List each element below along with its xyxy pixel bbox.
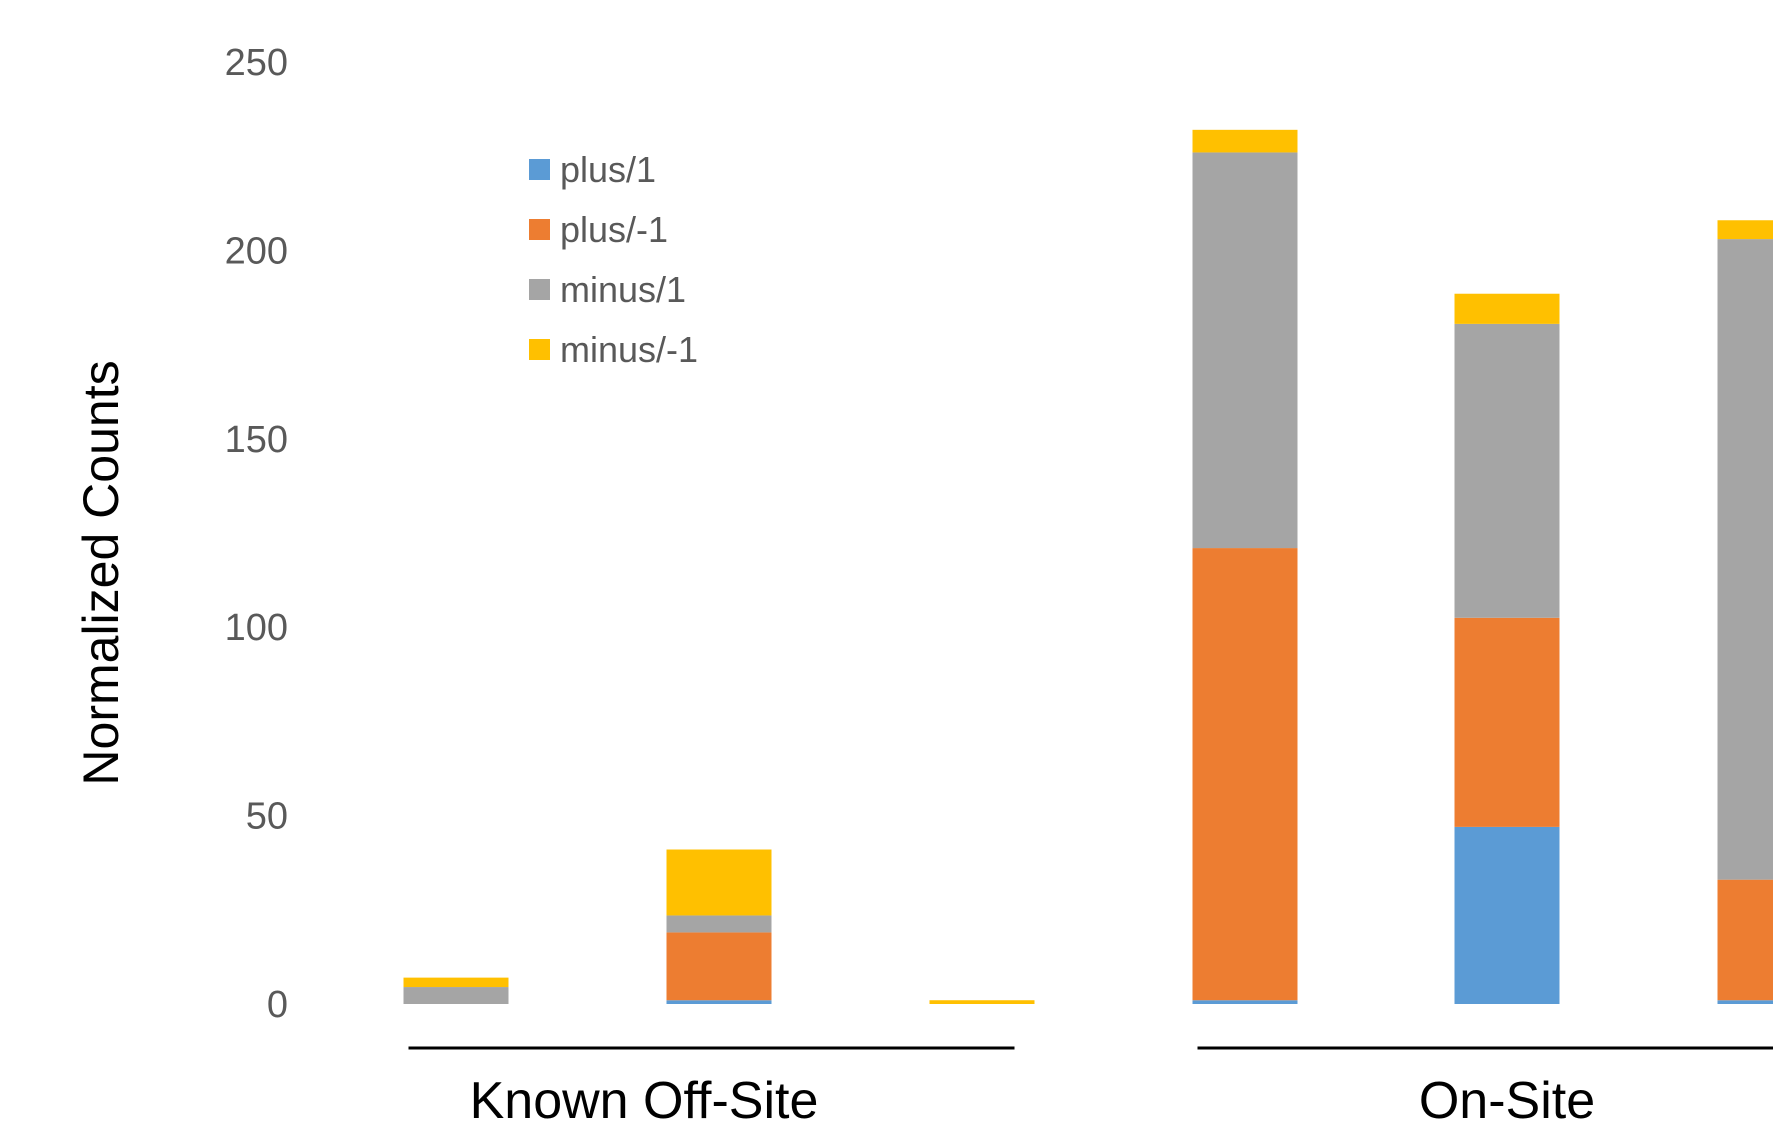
bar-segment-plus-1 bbox=[1454, 826, 1560, 1004]
bar-segment-plus-1 bbox=[1454, 617, 1560, 827]
stacked-bar bbox=[1192, 129, 1298, 1004]
bar-segment-minus-1 bbox=[666, 849, 772, 916]
group-label: On-Site bbox=[1419, 1072, 1595, 1130]
bar-segment-plus-1 bbox=[666, 1000, 772, 1004]
y-tick-label: 150 bbox=[225, 419, 288, 461]
bar-segment-plus-1 bbox=[1717, 879, 1773, 1001]
y-tick-label: 50 bbox=[246, 796, 288, 838]
group-labels: Known Off-Site On-Site bbox=[408, 1046, 1773, 1130]
legend-swatch bbox=[529, 159, 550, 180]
legend-swatch bbox=[529, 279, 550, 300]
stacked-bar bbox=[1454, 293, 1560, 1004]
bar-segment-plus-1 bbox=[1717, 1000, 1773, 1004]
legend-swatch bbox=[529, 339, 550, 360]
stacked-bar bbox=[403, 977, 509, 1004]
y-tick-label: 250 bbox=[225, 42, 288, 84]
stacked-bar bbox=[666, 849, 772, 1004]
y-tick-label: 200 bbox=[225, 230, 288, 272]
bar-segment-plus-1 bbox=[666, 932, 772, 1001]
bar-segment-minus-1 bbox=[1717, 220, 1773, 240]
bar-segment-minus-1 bbox=[666, 915, 772, 933]
legend: plus/1 plus/-1 minus/1 minus/-1 bbox=[529, 149, 698, 370]
bar-segment-plus-1 bbox=[1192, 548, 1298, 1001]
bar-segment-minus-1 bbox=[403, 987, 509, 1004]
bar-segment-minus-1 bbox=[1192, 152, 1298, 549]
y-tick-label: 100 bbox=[225, 607, 288, 649]
bar-segment-plus-1 bbox=[1192, 1000, 1298, 1004]
legend-swatch bbox=[529, 219, 550, 240]
bar-segment-minus-1 bbox=[1454, 323, 1560, 618]
stacked-bar bbox=[929, 1000, 1035, 1004]
legend-label: plus/1 bbox=[560, 149, 656, 190]
legend-label: minus/-1 bbox=[560, 329, 698, 370]
bar-segment-minus-1 bbox=[1192, 129, 1298, 153]
legend-label: minus/1 bbox=[560, 269, 686, 310]
bar-segment-minus-1 bbox=[929, 1000, 1035, 1004]
stacked-bar bbox=[1717, 220, 1773, 1004]
bars bbox=[403, 129, 1773, 1004]
y-tick-label: 0 bbox=[267, 984, 288, 1026]
y-axis-ticks: 0 50 100 150 200 250 bbox=[225, 42, 288, 1026]
bar-segment-minus-1 bbox=[1717, 239, 1773, 880]
group-label: Known Off-Site bbox=[470, 1072, 819, 1130]
bar-segment-minus-1 bbox=[1454, 293, 1560, 324]
y-axis-title: Normalized Counts bbox=[73, 360, 129, 785]
bar-segment-minus-1 bbox=[403, 977, 509, 988]
legend-label: plus/-1 bbox=[560, 209, 668, 250]
